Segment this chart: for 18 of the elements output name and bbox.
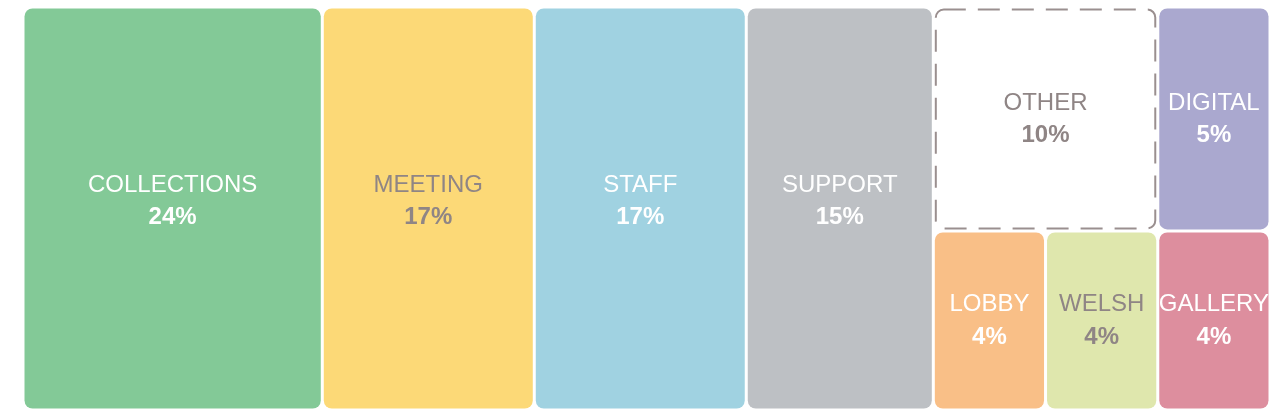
category-label: MEETING (373, 169, 483, 197)
data-label: 5% (1196, 120, 1232, 148)
data-label: 17% (404, 201, 453, 229)
category-label: DIGITAL (1168, 87, 1260, 115)
data-label: 4% (1196, 321, 1232, 349)
category-label: SUPPORT (781, 169, 898, 197)
category-label: COLLECTIONS (87, 169, 258, 197)
data-label: 4% (1084, 321, 1119, 349)
data-label: 15% (815, 201, 864, 229)
data-label: 17% (616, 201, 665, 229)
category-label: LOBBY (949, 289, 1030, 317)
category-label: STAFF (603, 169, 678, 197)
category-label: OTHER (1003, 87, 1088, 115)
category-label: WELSH (1058, 289, 1145, 317)
category-label: GALLERY (1158, 289, 1270, 317)
data-label: 4% (972, 321, 1007, 349)
data-label: 10% (1021, 120, 1070, 148)
data-label: 24% (148, 201, 197, 229)
